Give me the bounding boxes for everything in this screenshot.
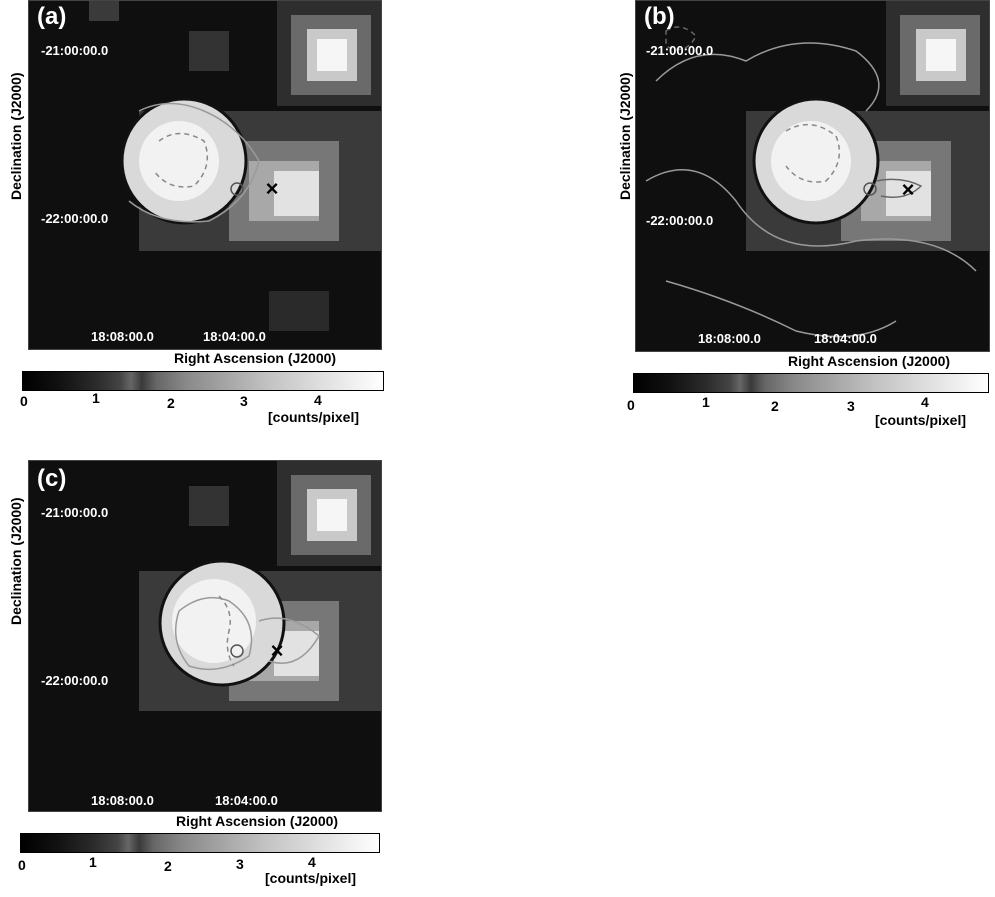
cross-marker: × [902,177,915,202]
dec-tick-1: -21:00:00.0 [41,43,109,58]
colorbar-unit: [counts/pixel] [875,412,967,428]
map-graphics: × [636,1,989,351]
colorbar-unit: [counts/pixel] [265,870,357,886]
panel-label: (b) [644,3,675,30]
ra-tick-1: 18:08:00.0 [698,331,761,346]
dec-tick-2: -22:00:00.0 [41,211,109,226]
ra-tick-2: 18:04:00.0 [215,793,278,808]
colorbar-tick: 4 [308,854,316,870]
panel-a: Declination (J2000) × (a) -21:00:00.0 -2… [0,0,400,440]
colorbar-tick: 4 [921,394,929,410]
y-axis-label: Declination (J2000) [8,497,24,625]
colorbar-tick: 4 [314,392,322,408]
dec-tick-2: -22:00:00.0 [41,673,109,688]
y-axis-label: Declination (J2000) [617,72,633,200]
colorbar-tick: 0 [18,857,26,873]
panel-c: Declination (J2000) × (c) -21:00:00.0 -2… [0,460,400,897]
dec-tick-1: -21:00:00.0 [41,505,109,520]
panel-label: (a) [37,3,67,30]
x-axis-label: Right Ascension (J2000) [176,813,339,829]
cross-marker: × [271,638,284,663]
cross-marker: × [266,176,279,201]
dec-tick-2: -22:00:00.0 [646,213,714,228]
ra-tick-2: 18:04:00.0 [203,329,266,344]
panel-label: (c) [37,465,67,492]
ra-tick-1: 18:08:00.0 [91,329,154,344]
map-graphics: × [29,1,381,349]
colorbar-tick: 1 [92,390,100,406]
colorbar-tick: 3 [240,393,248,409]
colorbar-tick: 0 [20,393,28,409]
colorbar [20,833,380,853]
x-axis-label: Right Ascension (J2000) [174,350,337,366]
ra-tick-2: 18:04:00.0 [814,331,877,346]
colorbar-tick: 2 [164,858,172,874]
colorbar-tick: 2 [771,398,779,414]
colorbar-tick: 3 [236,856,244,872]
colorbar-tick: 2 [167,395,175,411]
ra-tick-1: 18:08:00.0 [91,793,154,808]
panel-b: Declination (J2000) × (b) -21:00:00.0 -2… [613,0,993,440]
colorbar-tick: 1 [702,394,710,410]
sky-map: × (a) -21:00:00.0 -22:00:00.0 18:08:00.0… [28,0,382,350]
colorbar-tick: 3 [847,398,855,414]
colorbar [633,373,989,393]
x-axis-label: Right Ascension (J2000) [788,353,951,369]
dec-tick-1: -21:00:00.0 [646,43,714,58]
sky-map: × (b) -21:00:00.0 -22:00:00.0 18:08:00.0… [635,0,990,352]
colorbar-unit: [counts/pixel] [268,409,360,425]
colorbar-tick: 0 [627,397,635,413]
y-axis-label: Declination (J2000) [8,72,24,200]
colorbar [22,371,384,391]
colorbar-tick: 1 [89,854,97,870]
sky-map: × (c) -21:00:00.0 -22:00:00.0 18:08:00.0… [28,460,382,812]
map-graphics: × [29,461,381,811]
